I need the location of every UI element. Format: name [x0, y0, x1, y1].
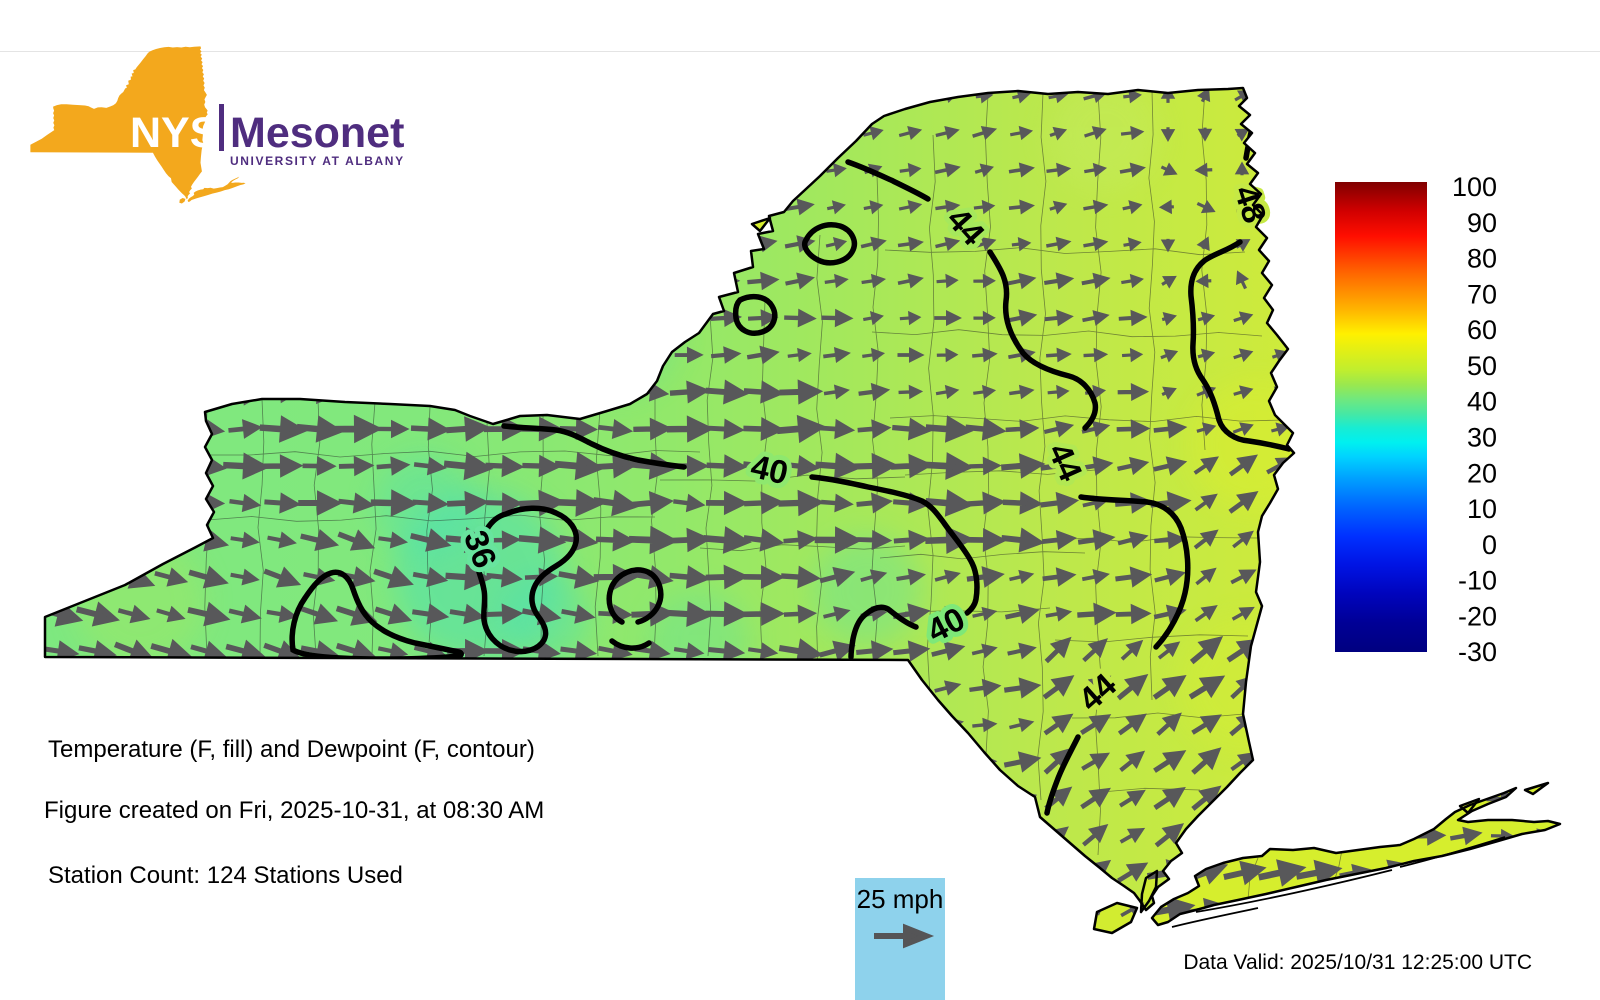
- colorbar-tick-label: -10: [1458, 566, 1497, 596]
- colorbar-tick-label: 50: [1467, 351, 1497, 381]
- station-count-line: Station Count: 124 Stations Used: [48, 862, 403, 889]
- contour-label: 40: [748, 447, 792, 491]
- colorbar-tick-label: 30: [1467, 423, 1497, 453]
- logo-nys-text: NYS: [130, 109, 218, 157]
- data-valid-line: Data Valid: 2025/10/31 12:25:00 UTC: [1183, 951, 1532, 974]
- colorbar-tick-label: -20: [1458, 601, 1497, 631]
- colorbar-tick-label: -30: [1458, 637, 1497, 667]
- figure-title: Temperature (F, fill) and Dewpoint (F, c…: [48, 736, 535, 763]
- wind-reference-legend: 25 mph: [855, 878, 945, 1000]
- colorbar-tick-label: 0: [1482, 530, 1497, 560]
- colorbar-tick-label: 60: [1467, 315, 1497, 345]
- logo-tagline-text: UNIVERSITY AT ALBANY: [230, 154, 405, 168]
- logo-divider-bar: [219, 104, 224, 151]
- state-outline: [43, 86, 1562, 935]
- colorbar-gradient: [1335, 182, 1427, 652]
- logo-mesonet-text: Mesonet: [230, 109, 404, 157]
- colorbar-tick-label: 70: [1467, 279, 1497, 309]
- top-divider: [0, 51, 1600, 52]
- colorbar-tick-label: 10: [1467, 494, 1497, 524]
- reference-arrow-icon: [874, 923, 935, 949]
- ny-state-logo-shape: [30, 46, 246, 204]
- figure-created-line: Figure created on Fri, 2025-10-31, at 08…: [44, 797, 545, 824]
- colorbar-tick-label: 80: [1467, 244, 1497, 274]
- nys-mesonet-logo: NYS Mesonet UNIVERSITY AT ALBANY: [30, 46, 405, 204]
- colorbar-tick-label: 100: [1452, 172, 1497, 202]
- colorbar-tick-label: 20: [1467, 458, 1497, 488]
- wind-legend-label: 25 mph: [857, 884, 944, 914]
- barrier-islands: [1171, 836, 1506, 928]
- dewpoint-contours: [289, 121, 1292, 816]
- colorbar-tick-label: 40: [1467, 387, 1497, 417]
- colorbar-tick-label: 90: [1467, 208, 1497, 238]
